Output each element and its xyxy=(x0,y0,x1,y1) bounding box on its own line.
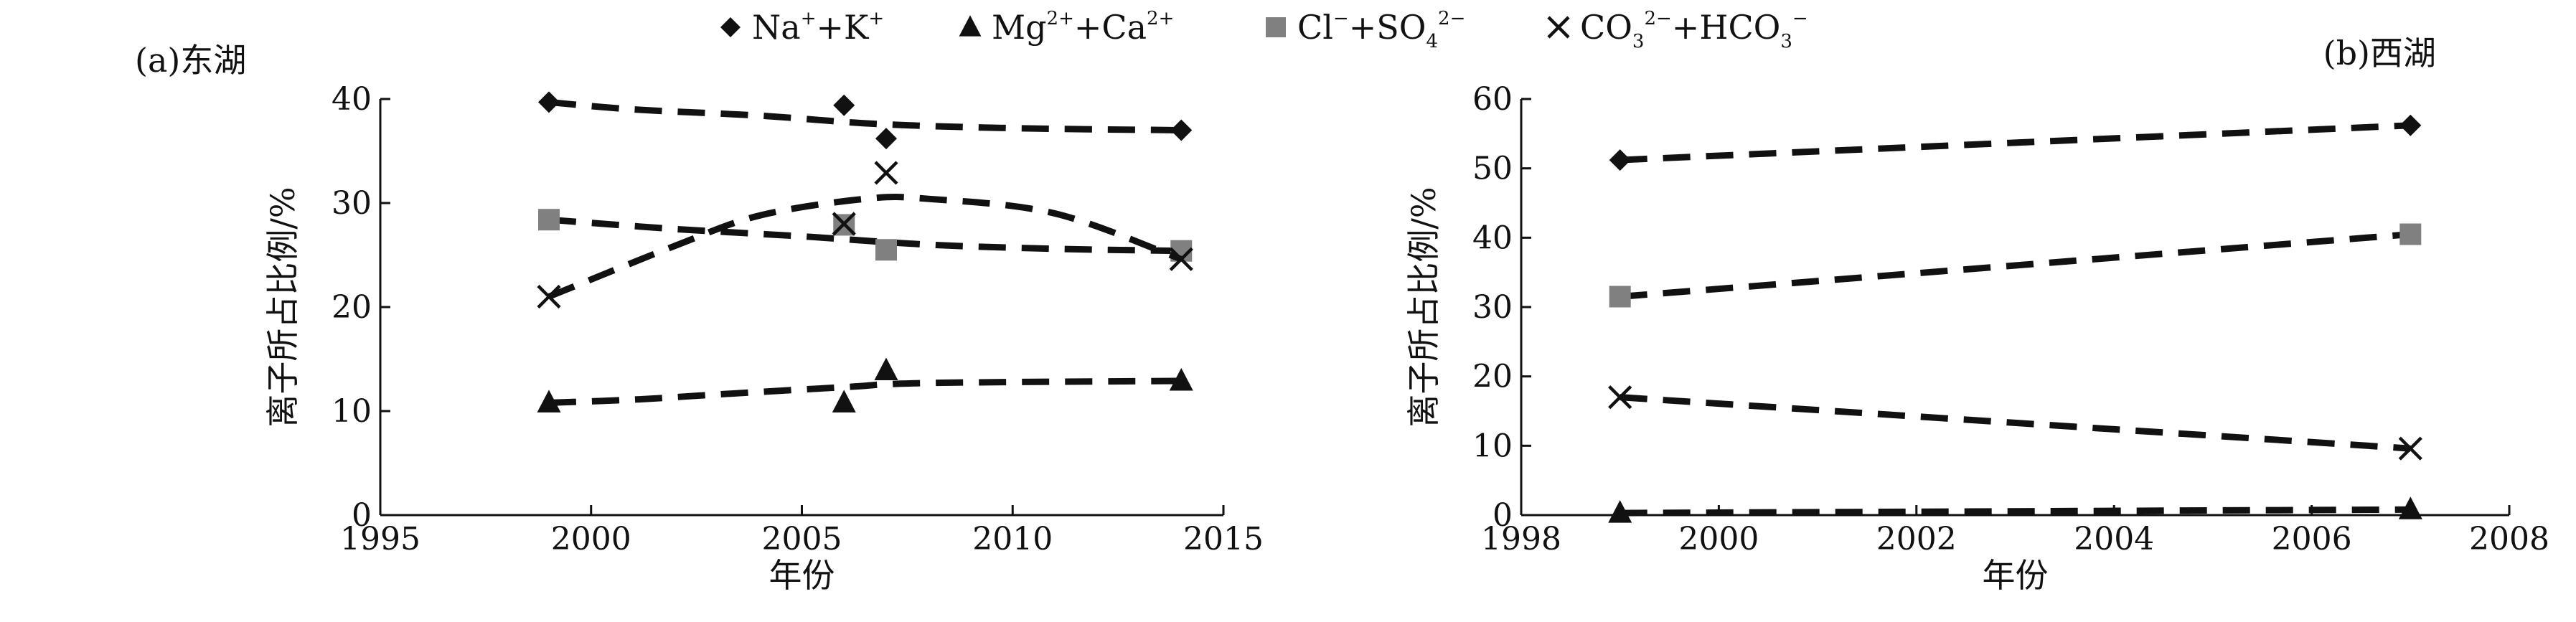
panel-b-y-tick-label: 40 xyxy=(1472,220,1513,256)
legend-marker-triangle xyxy=(959,15,982,37)
panel-b-point-diamond xyxy=(2399,114,2422,136)
legend-marker-cross xyxy=(1547,16,1570,39)
panel-a-y-tick-label: 0 xyxy=(352,497,372,534)
panel-a-point-diamond xyxy=(538,91,560,113)
panel-a-point-cross xyxy=(832,212,856,236)
legend: Na++K+ Mg2++Ca2+ Cl−+SO42− CO32−+HCO3− xyxy=(720,8,1808,52)
panel-b-x-tick-label: 2000 xyxy=(1678,521,1759,557)
panel-a-point-cross xyxy=(537,284,561,309)
panel-a-x-tick-label: 2005 xyxy=(762,521,842,557)
panel-b-point-triangle xyxy=(1608,500,1632,523)
panel-a-point-triangle xyxy=(832,390,856,413)
panel-b-x-tick-label: 2002 xyxy=(1876,521,1957,557)
panel-a-trend-line-triangle xyxy=(548,377,1182,406)
panel-a-point-square xyxy=(875,239,897,261)
panel-b-y-tick-label: 10 xyxy=(1472,428,1513,464)
panel-a-point-diamond xyxy=(833,94,855,116)
panel-b-y-tick-label: 0 xyxy=(1493,497,1513,534)
panel-b-x-axis-label: 年份 xyxy=(1983,556,2049,595)
panel-a-x-axis-label: 年份 xyxy=(769,556,835,595)
panel-b-point-diamond xyxy=(1609,149,1631,171)
panel-b-y-tick-label: 30 xyxy=(1472,289,1513,326)
panel-a-trend-line-diamond xyxy=(548,98,1182,133)
panel-a-east-lake: 1995 2000 2005 2010 2015 0 10 20 30 40 年份 离子所占比例/% (… xyxy=(135,41,1264,595)
panel-a-point-diamond xyxy=(875,128,897,150)
panel-a-point-diamond xyxy=(1170,119,1193,141)
panel-a-series-square xyxy=(538,209,1193,262)
panel-b-point-square xyxy=(2399,223,2422,245)
panel-b-x-tick-label: 2006 xyxy=(2272,521,2352,557)
panel-b-x-tick-label: 2004 xyxy=(2074,521,2154,557)
panel-b-trend-line-cross xyxy=(1620,394,2411,452)
legend-marker-square xyxy=(1266,17,1286,37)
legend-marker-diamond xyxy=(720,17,741,37)
legend-item-diamond: Na++K+ xyxy=(720,8,884,47)
panel-b-trend-line-diamond xyxy=(1620,122,2411,164)
panel-a-series-cross xyxy=(537,161,1193,309)
panel-b-point-square xyxy=(1609,286,1631,308)
legend-item-cross: CO32−+HCO3− xyxy=(1547,8,1808,52)
legend-label-triangle: Mg2++Ca2+ xyxy=(992,8,1174,47)
panel-a-series-triangle xyxy=(537,357,1193,413)
panel-a-title: (a)东湖 xyxy=(135,41,246,80)
panel-a-y-tick-label: 10 xyxy=(332,393,372,430)
panel-b-y-tick-label: 20 xyxy=(1472,359,1513,395)
legend-item-square: Cl−+SO42− xyxy=(1266,8,1465,52)
panel-a-point-cross xyxy=(874,161,898,185)
panel-b-series-cross xyxy=(1608,385,2422,461)
panel-b-point-triangle xyxy=(2398,496,2422,519)
panel-b-y-axis-label: 离子所占比例/% xyxy=(1404,187,1443,427)
legend-label-square: Cl−+SO42− xyxy=(1297,8,1465,52)
panel-a-y-tick-label: 40 xyxy=(332,81,372,118)
panel-b-point-cross xyxy=(1608,385,1632,410)
panel-b-series-square xyxy=(1609,223,2422,308)
panel-b-west-lake: 1998 2000 2002 2004 2006 2008 0 10 20 30 40 50 60 年份 离… xyxy=(1404,34,2549,595)
panel-a-point-cross xyxy=(1169,247,1193,271)
legend-item-triangle: Mg2++Ca2+ xyxy=(959,8,1174,47)
panel-a-point-square xyxy=(538,209,560,231)
panel-b-series-triangle xyxy=(1608,496,2422,523)
panel-b-x-tick-label: 2008 xyxy=(2469,521,2549,557)
panel-b-y-tick-label: 50 xyxy=(1472,151,1513,187)
panel-b-title: (b)西湖 xyxy=(2323,34,2436,72)
panel-a-point-triangle xyxy=(537,390,561,413)
panel-b-y-tick-label: 60 xyxy=(1472,81,1513,118)
panel-b-point-cross xyxy=(2398,436,2422,461)
panel-a-y-tick-label: 20 xyxy=(332,289,372,326)
panel-b-trend-line-square xyxy=(1620,231,2411,300)
panel-a-x-tick-label: 2000 xyxy=(551,521,631,557)
panel-a-trend-line-square xyxy=(548,216,1182,255)
legend-label-cross: CO32−+HCO3− xyxy=(1580,8,1808,52)
panel-b-series-diamond xyxy=(1609,114,2422,171)
legend-label-diamond: Na++K+ xyxy=(752,8,884,47)
panel-a-point-triangle xyxy=(874,357,898,380)
panel-b-x-tick-label: 1998 xyxy=(1481,521,1561,557)
panel-b-trend-line-triangle xyxy=(1620,506,2411,517)
panel-a-point-triangle xyxy=(1169,367,1193,391)
panel-a-y-axis-label: 离子所占比例/% xyxy=(263,187,302,427)
panel-a-x-tick-label: 1995 xyxy=(340,521,420,557)
panel-a-x-tick-label: 2015 xyxy=(1183,521,1264,557)
panel-a-y-tick-label: 30 xyxy=(332,185,372,222)
panel-a-trend-line-cross xyxy=(547,193,1183,300)
panel-a-series-diamond xyxy=(538,91,1193,150)
panel-a-x-tick-label: 2010 xyxy=(972,521,1053,557)
